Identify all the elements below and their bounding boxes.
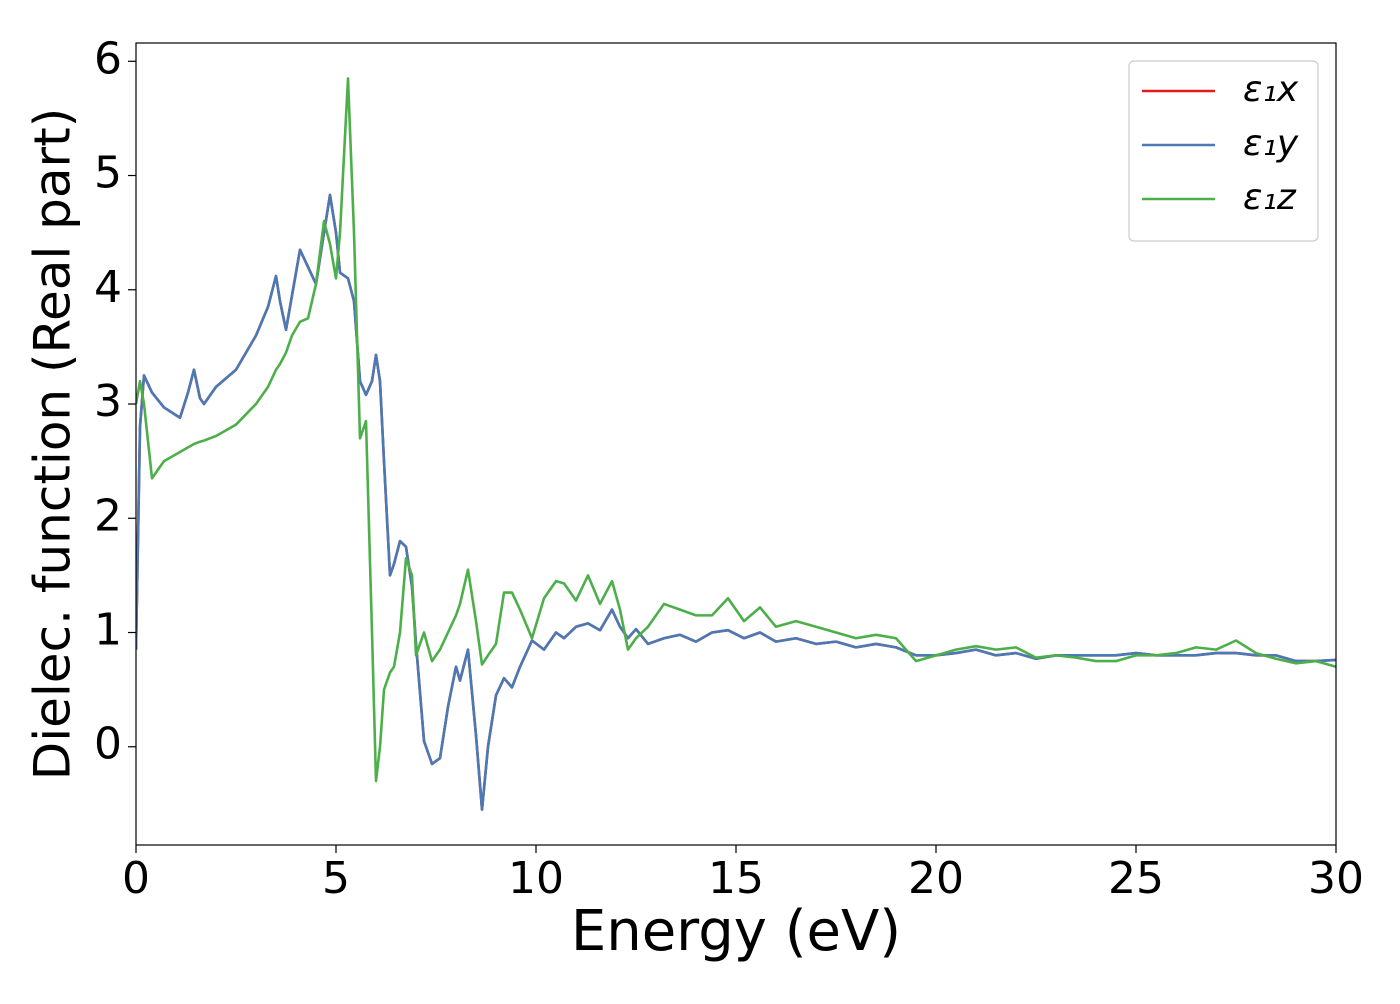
x-tick-label: 15 xyxy=(708,853,764,904)
y-axis-label: Dielec. function (Real part) xyxy=(24,108,82,780)
legend-label: ε₁y xyxy=(1243,123,1299,164)
y-tick-label: 0 xyxy=(94,719,122,770)
y-tick-label: 4 xyxy=(94,262,122,313)
x-tick-label: 10 xyxy=(508,853,564,904)
x-tick-label: 20 xyxy=(908,853,964,904)
y-tick-label: 3 xyxy=(94,376,122,427)
series-line xyxy=(136,193,1336,811)
y-tick-label: 5 xyxy=(94,148,122,199)
series-line xyxy=(136,77,1336,783)
plot-lines xyxy=(136,77,1336,811)
legend-box xyxy=(1128,60,1319,242)
x-axis-label: Energy (eV) xyxy=(571,899,901,964)
x-tick-label: 30 xyxy=(1308,853,1364,904)
x-tick-label: 5 xyxy=(322,853,350,904)
y-tick-label: 2 xyxy=(94,490,122,541)
y-tick-label: 1 xyxy=(94,605,122,656)
y-tick-label: 6 xyxy=(94,33,122,84)
x-tick-label: 25 xyxy=(1108,853,1164,904)
x-tick-label: 0 xyxy=(122,853,150,904)
legend-label: ε₁z xyxy=(1243,177,1297,218)
legend-label: ε₁x xyxy=(1243,69,1299,110)
